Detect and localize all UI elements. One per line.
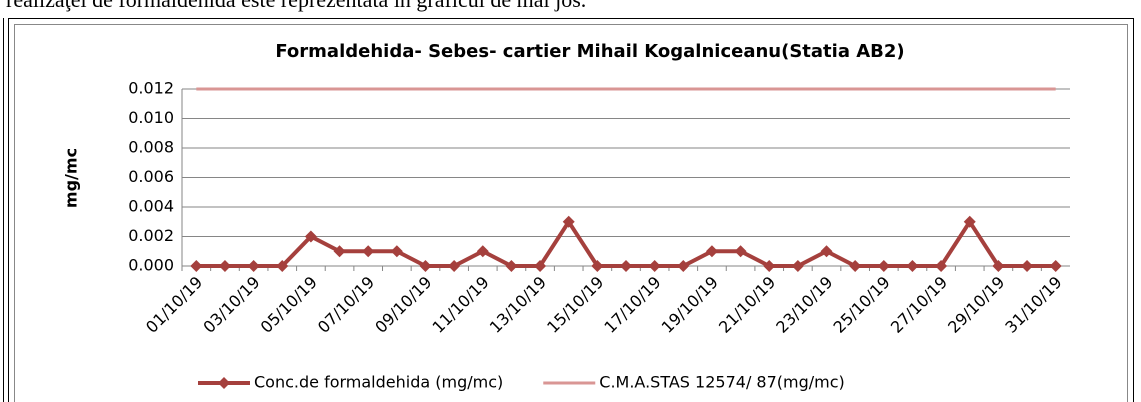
legend-label: Conc.de formaldehida (mg/mc) xyxy=(254,373,503,392)
data-point xyxy=(705,245,718,258)
legend-label: C.M.A.STAS 12574/ 87(mg/mc) xyxy=(599,373,845,392)
data-point xyxy=(247,260,260,272)
x-tick-label: 11/10/19 xyxy=(429,273,493,337)
chart-border xyxy=(14,24,1128,402)
x-tick-label: 05/10/19 xyxy=(257,273,321,337)
data-point xyxy=(648,260,661,272)
data-point xyxy=(448,260,461,272)
data-point xyxy=(620,260,632,272)
data-point xyxy=(591,260,604,272)
x-tick-label: 21/10/19 xyxy=(715,273,779,337)
frame xyxy=(8,18,1134,402)
data-point xyxy=(562,215,575,228)
x-tick-label: 19/10/19 xyxy=(658,273,722,337)
data-point xyxy=(390,245,403,258)
data-point xyxy=(763,260,776,272)
data-point xyxy=(963,215,976,228)
x-tick-label: 27/10/19 xyxy=(887,273,951,337)
x-tick-label: 17/10/19 xyxy=(600,273,664,337)
data-point xyxy=(534,260,547,272)
document-text: realizaţei de formaldehida este reprezen… xyxy=(6,0,586,12)
x-tick-label: 31/10/19 xyxy=(1001,273,1065,337)
legend-marker xyxy=(218,377,230,389)
series-line xyxy=(196,218,1056,268)
y-tick-label: 0.002 xyxy=(128,226,174,245)
data-point xyxy=(190,260,203,272)
y-tick-label: 0.006 xyxy=(128,167,174,186)
data-point xyxy=(1049,260,1062,272)
chart-title: Formaldehida- Sebes- cartier Mihail Koga… xyxy=(275,41,904,62)
x-tick-label: 01/10/19 xyxy=(142,273,206,337)
y-tick-label: 0.004 xyxy=(128,197,174,216)
x-tick-label: 13/10/19 xyxy=(486,273,550,337)
data-point xyxy=(992,260,1005,272)
y-tick-label: 0.008 xyxy=(128,138,174,157)
x-tick-label: 07/10/19 xyxy=(314,273,378,337)
data-point xyxy=(820,245,833,258)
x-tick-label: 03/10/19 xyxy=(199,273,263,337)
data-point xyxy=(1021,260,1034,272)
y-axis-label: mg/mc xyxy=(62,148,81,208)
x-tick-label: 25/10/19 xyxy=(830,273,894,337)
data-point xyxy=(906,260,919,272)
data-point xyxy=(849,260,862,272)
data-point xyxy=(476,245,489,258)
x-tick-label: 09/10/19 xyxy=(371,273,435,337)
data-point xyxy=(276,260,289,272)
y-tick-label: 0.000 xyxy=(128,256,174,275)
data-point xyxy=(677,260,690,272)
y-tick-label: 0.012 xyxy=(128,79,174,98)
data-point xyxy=(734,245,747,258)
data-point xyxy=(304,230,317,243)
data-point xyxy=(877,260,890,272)
data-point xyxy=(333,245,346,258)
y-tick-label: 0.010 xyxy=(128,108,174,127)
data-point xyxy=(362,245,375,258)
data-point xyxy=(791,260,804,272)
data-point xyxy=(935,260,948,272)
x-tick-label: 15/10/19 xyxy=(543,273,607,337)
data-point xyxy=(505,260,518,272)
x-tick-label: 29/10/19 xyxy=(944,273,1008,337)
data-point xyxy=(419,260,432,272)
data-point xyxy=(218,260,231,272)
x-tick-label: 23/10/19 xyxy=(772,273,836,337)
